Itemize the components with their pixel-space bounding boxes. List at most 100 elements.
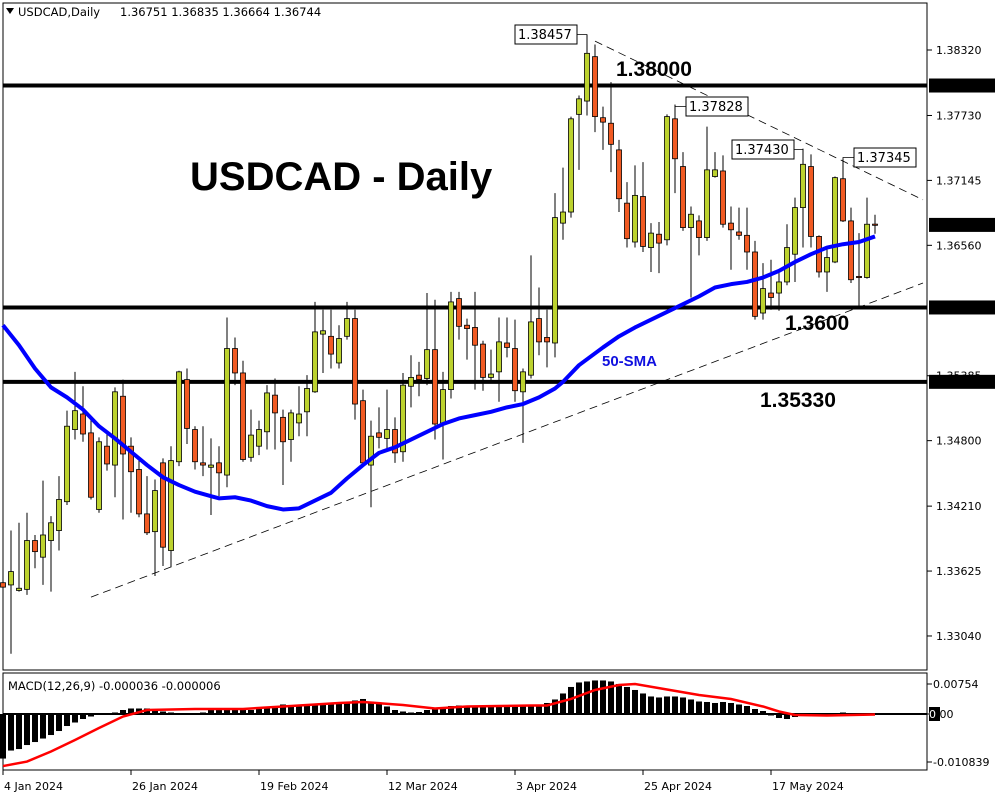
candle: [776, 273, 782, 311]
candle: [152, 479, 158, 577]
candle: [208, 438, 214, 516]
macd-histogram-bar: [336, 702, 342, 714]
candle-body-bullish: [704, 169, 710, 238]
candle-body-bullish: [304, 388, 310, 413]
candle: [536, 287, 542, 356]
macd-histogram-bar: [120, 709, 126, 714]
price-tick-label: 1.37145: [936, 174, 982, 187]
price-highlight-label: 1.35330: [933, 376, 979, 389]
price-highlight-box: [929, 78, 995, 93]
candle-body-bearish: [352, 318, 358, 405]
macd-histogram-bar: [496, 706, 502, 714]
macd-histogram-bar: [672, 696, 678, 714]
candle: [568, 116, 574, 218]
triangle-down-icon[interactable]: [6, 8, 14, 14]
candle-body-bearish: [120, 395, 126, 455]
macd-histogram-bar: [32, 714, 38, 743]
candle-body-bearish: [872, 223, 878, 226]
candle-body-bearish: [416, 374, 422, 381]
ohlc-readout: 1.36751 1.36835 1.36664 1.36744: [120, 5, 321, 19]
candle-body-bullish: [152, 490, 158, 533]
macd-histogram-bar: [40, 714, 46, 739]
candle: [696, 215, 702, 256]
macd-histogram-bar: [264, 707, 270, 714]
macd-tick-label: 0.00754: [933, 678, 979, 691]
candle: [144, 476, 150, 535]
candle-body-bearish: [328, 335, 334, 355]
candle-body-bearish: [536, 318, 542, 343]
macd-histogram-bar: [552, 699, 558, 714]
macd-histogram-bar: [696, 701, 702, 714]
candle-body-bullish: [168, 460, 174, 551]
macd-histogram-bar: [296, 705, 302, 714]
candle: [848, 207, 854, 284]
candle-body-bullish: [760, 288, 766, 314]
macd-histogram-bar: [504, 706, 510, 714]
candle: [336, 325, 342, 369]
candle: [448, 291, 454, 399]
macd-histogram-bar: [704, 701, 710, 714]
macd-histogram-bar: [752, 708, 758, 714]
price-tick-label: 1.33040: [936, 630, 982, 643]
candle: [544, 309, 550, 368]
candle-body-bullish: [344, 318, 350, 337]
candle-body-bullish: [224, 348, 230, 476]
macd-panel-frame: [2, 672, 928, 771]
candle: [512, 319, 518, 402]
candle: [616, 139, 622, 213]
macd-histogram-bar: [576, 682, 582, 714]
macd-histogram-bar: [592, 680, 598, 714]
candle: [200, 426, 206, 477]
candle: [384, 389, 390, 452]
date-tick-label: 17 May 2024: [772, 780, 844, 793]
marker-label: 1.37430: [735, 143, 789, 158]
candle: [632, 165, 638, 248]
candle-body-bearish: [376, 432, 382, 438]
macd-histogram-bar: [608, 681, 614, 714]
macd-histogram-bar: [88, 714, 94, 717]
candle: [592, 44, 598, 133]
price-highlight-label: 1.36744: [933, 219, 979, 232]
candle: [640, 162, 646, 252]
candle: [816, 235, 822, 278]
candle: [192, 426, 198, 470]
candle-body-bullish: [296, 413, 302, 424]
macd-histogram-bar: [64, 714, 70, 727]
candle-body-bullish: [72, 410, 78, 430]
candle: [728, 206, 734, 270]
candle: [376, 407, 382, 449]
candle: [720, 155, 726, 228]
candle-body-bullish: [16, 587, 22, 591]
macd-histogram-bar: [240, 709, 246, 714]
candle: [704, 126, 710, 241]
candle-body-bullish: [408, 376, 414, 387]
candle-body-bearish: [456, 298, 462, 327]
marker-leader: [794, 148, 804, 150]
macd-histogram-bar: [128, 708, 134, 714]
candle: [760, 263, 766, 320]
macd-histogram-bar: [632, 689, 638, 714]
macd-histogram-bar: [80, 714, 86, 720]
candle-body-bearish: [272, 394, 278, 414]
high-markers: 1.38457 1.37828 1.37430 1.37345: [514, 24, 917, 168]
candle-body-bullish: [632, 194, 638, 243]
symbol-label: USDCAD,Daily: [18, 5, 100, 19]
candle: [248, 409, 254, 462]
macd-histogram-bar: [392, 709, 398, 714]
macd-histogram-bar: [0, 714, 6, 759]
candle: [296, 386, 302, 437]
candle: [224, 317, 230, 488]
macd-indicator: [0, 680, 927, 768]
candle-body-bearish: [696, 220, 702, 238]
candle-body-bullish: [584, 52, 590, 102]
candle-body-bearish: [736, 231, 742, 236]
macd-histogram-bar: [8, 714, 14, 751]
macd-histogram-bar: [56, 714, 62, 732]
candle: [808, 154, 814, 248]
macd-histogram-bar: [256, 708, 262, 714]
candle: [480, 340, 486, 391]
macd-histogram-bar: [352, 700, 358, 714]
macd-histogram-bar: [432, 708, 438, 714]
candle: [168, 446, 174, 568]
